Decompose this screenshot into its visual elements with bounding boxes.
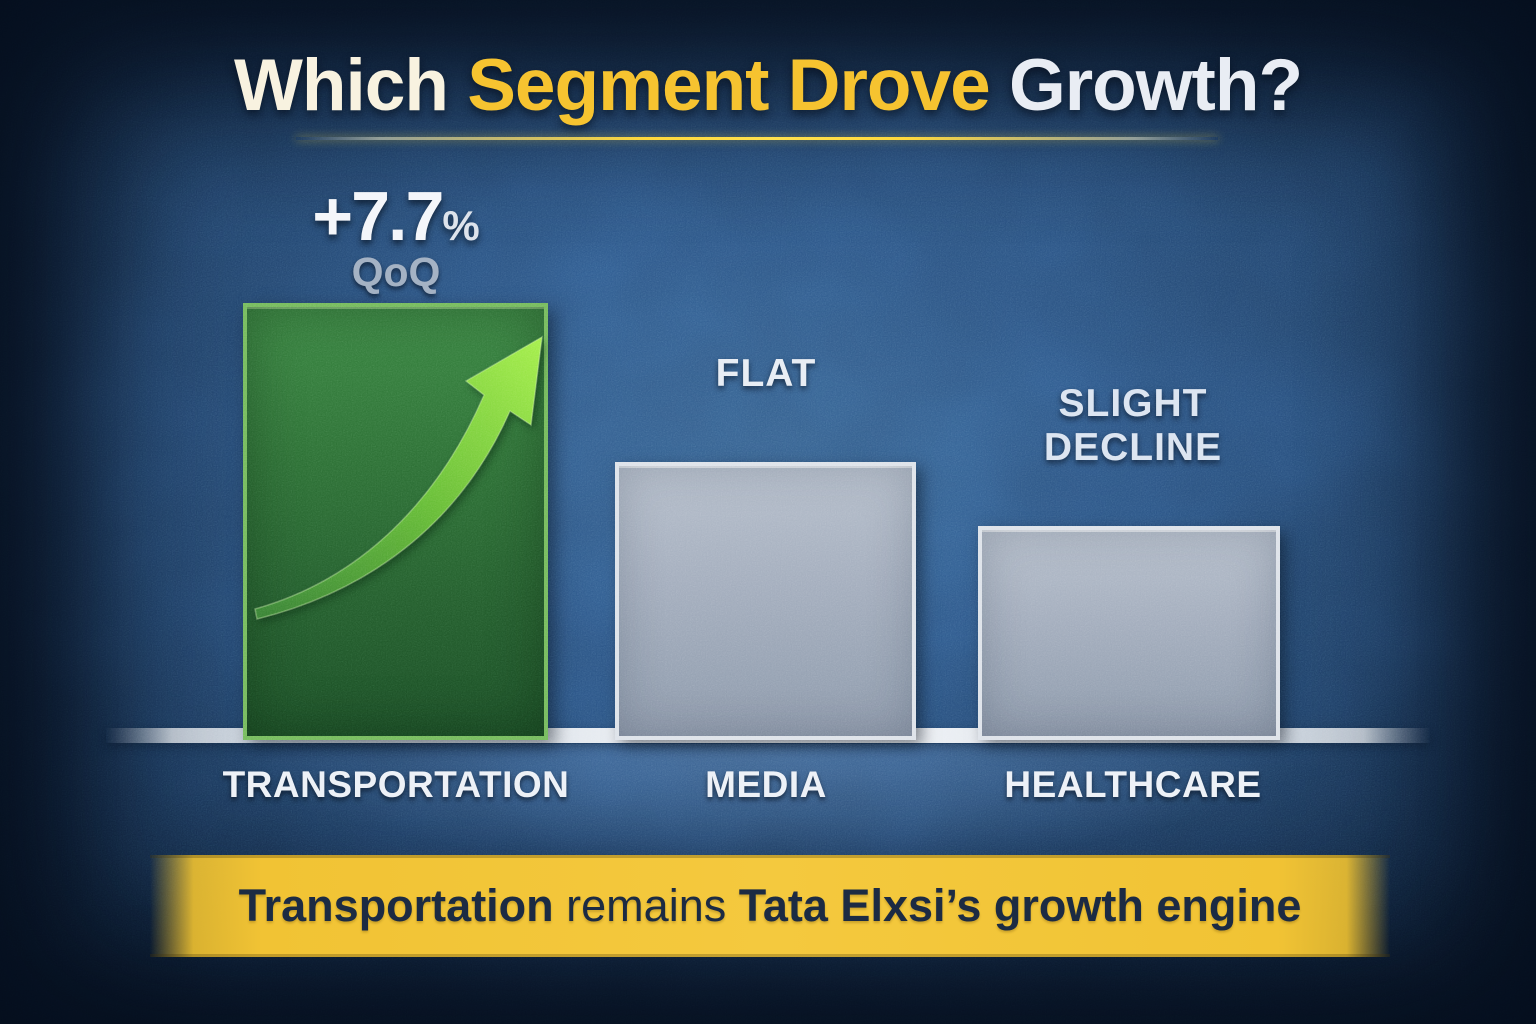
- category-label-media: MEDIA: [705, 764, 827, 805]
- media-annotation: FLAT: [715, 352, 817, 395]
- healthcare-annotation: SLIGHT DECLINE: [1043, 382, 1223, 469]
- title-part-segment-drove: Segment Drove: [467, 45, 990, 126]
- bar-transportation: [243, 303, 548, 740]
- bar-media: [615, 462, 916, 740]
- growth-period-label: QoQ: [351, 249, 441, 295]
- title-part-growth: Growth?: [989, 45, 1303, 126]
- transportation-growth-value: +7.7%: [146, 176, 646, 256]
- takeaway-banner: Transportation remains Tata Elxsi’s grow…: [150, 855, 1390, 957]
- category-label-healthcare: HEALTHCARE: [1004, 764, 1262, 805]
- title-part-which: Which: [233, 45, 468, 126]
- growth-arrow-icon: [254, 335, 543, 620]
- bar-healthcare: [978, 526, 1280, 740]
- percent-sign: %: [442, 202, 480, 249]
- banner-bold-transportation: Transportation: [238, 880, 554, 931]
- banner-bold-growth-engine: Tata Elxsi’s growth engine: [738, 880, 1302, 931]
- title-underline-rule: [296, 137, 1218, 140]
- banner-regular-remains: remains: [553, 880, 739, 931]
- page-title: Which Segment Drove Growth?: [0, 44, 1536, 127]
- growth-percent-number: +7.7: [312, 177, 444, 255]
